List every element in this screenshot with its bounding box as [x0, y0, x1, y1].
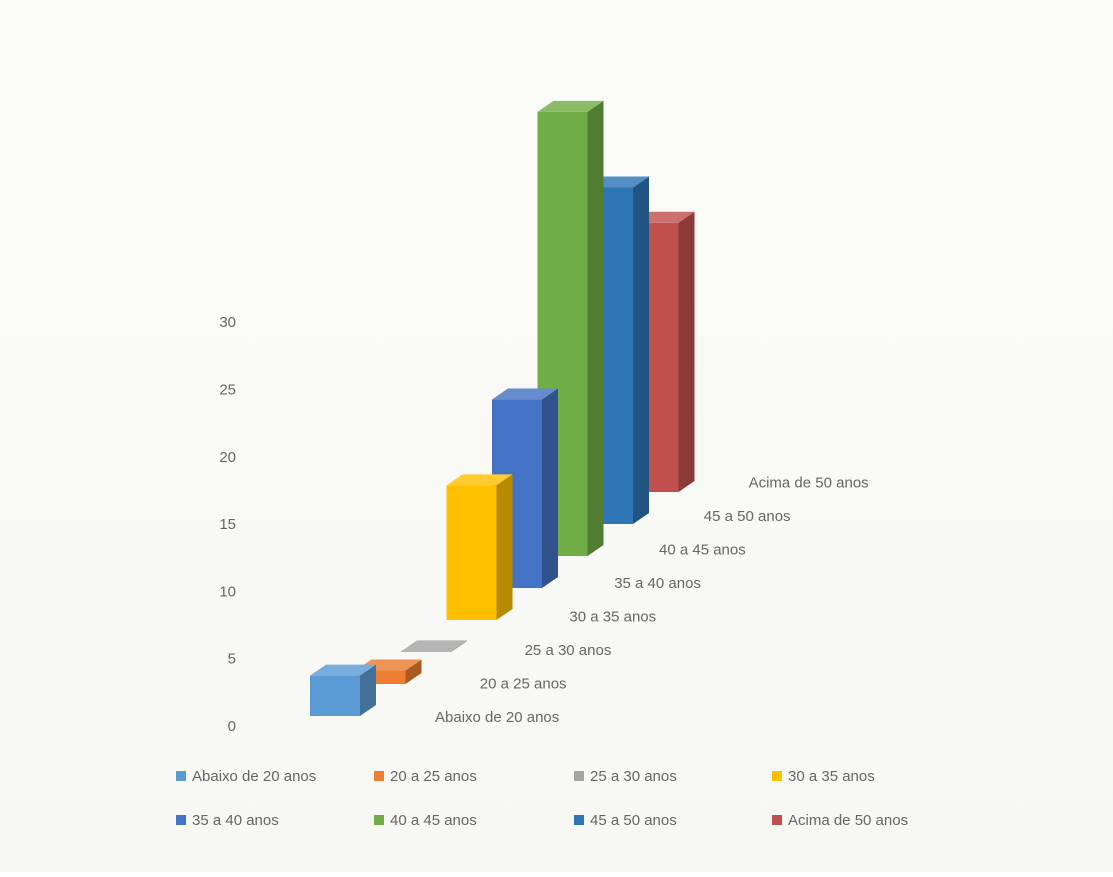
y-tick-label: 15: [219, 516, 236, 533]
legend-swatch: [574, 815, 584, 825]
bar-front-face: [401, 651, 451, 652]
category-label: 35 a 40 anos: [614, 575, 701, 592]
category-label: 45 a 50 anos: [704, 508, 791, 525]
category-label: 25 a 30 anos: [525, 642, 612, 659]
bar-top-face: [401, 640, 467, 651]
category-label: Abaixo de 20 anos: [435, 709, 559, 726]
bar: [401, 640, 467, 652]
legend-swatch: [176, 815, 186, 825]
bar-front-face: [310, 676, 360, 716]
legend-swatch: [374, 815, 384, 825]
bar-side-face: [679, 212, 695, 492]
legend-label: 45 a 50 anos: [590, 812, 677, 829]
category-label: 20 a 25 anos: [480, 676, 567, 693]
y-tick-label: 20: [219, 449, 236, 466]
legend-swatch: [574, 771, 584, 781]
legend: Abaixo de 20 anos 20 a 25 anos 25 a 30 ano…: [176, 768, 908, 829]
bar: [310, 665, 376, 716]
bar-side-face: [588, 101, 604, 556]
bar-front-face: [447, 485, 497, 620]
category-label: Acima de 50 anos: [749, 475, 869, 492]
legend-label: 20 a 25 anos: [390, 768, 477, 785]
y-tick-label: 25: [219, 382, 236, 399]
legend-label: 35 a 40 anos: [192, 812, 279, 829]
bar-side-face: [542, 389, 558, 588]
legend-swatch: [772, 771, 782, 781]
y-axis: 0 5 10 15 20 25 30: [219, 314, 236, 735]
bar-side-face: [633, 177, 649, 525]
legend-swatch: [176, 771, 186, 781]
legend-swatch: [374, 771, 384, 781]
legend-swatch: [772, 815, 782, 825]
y-tick-label: 5: [228, 651, 236, 668]
category-label: 30 a 35 anos: [569, 609, 656, 626]
legend-label: Acima de 50 anos: [788, 812, 908, 829]
bar: [447, 474, 513, 620]
y-tick-label: 10: [219, 583, 236, 600]
bar-side-face: [497, 474, 513, 620]
legend-label: 40 a 45 anos: [390, 812, 477, 829]
y-tick-label: 30: [219, 314, 236, 331]
category-label: 40 a 45 anos: [659, 542, 746, 559]
legend-label: 30 a 35 anos: [788, 768, 875, 785]
legend-label: 25 a 30 anos: [590, 768, 677, 785]
legend-label: Abaixo de 20 anos: [192, 768, 316, 785]
y-tick-label: 0: [228, 718, 236, 735]
